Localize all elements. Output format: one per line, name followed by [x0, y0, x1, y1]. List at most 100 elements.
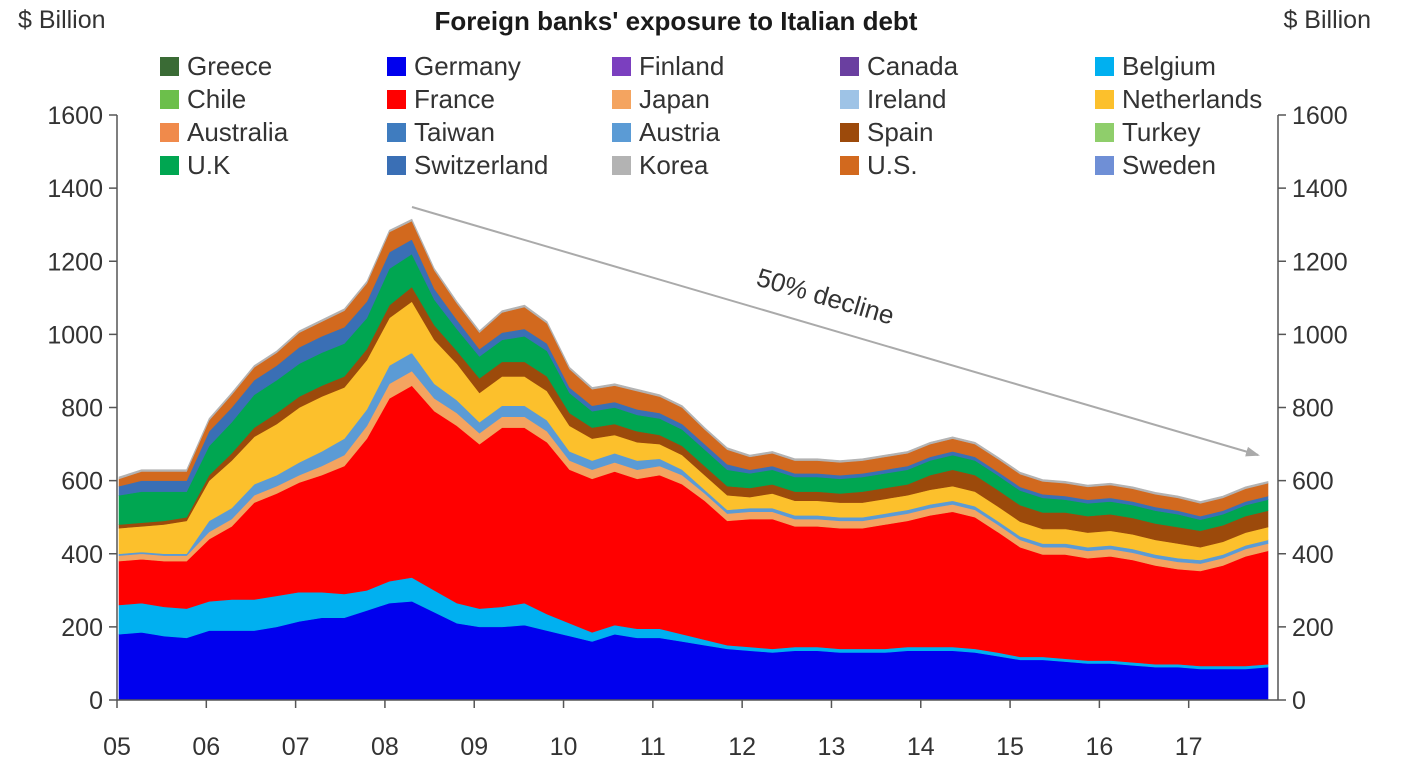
right-y-tick-label: 1400 [1292, 175, 1348, 203]
legend-item-austria: Austria [612, 116, 720, 149]
right-y-tick-label: 800 [1292, 395, 1334, 423]
legend-label: Greece [187, 51, 273, 81]
right-y-tick-label: 1600 [1292, 102, 1348, 130]
legend-label: Germany [414, 51, 521, 81]
legend-swatch [387, 57, 406, 76]
x-tick-label: 07 [282, 733, 310, 761]
area-series-group [118, 218, 1269, 701]
left-y-tick-label: 200 [61, 614, 103, 642]
legend-item-greece: Greece [160, 50, 272, 83]
legend-item-japan: Japan [612, 83, 710, 116]
legend-item-switzerland: Switzerland [387, 149, 548, 182]
legend-label: Turkey [1122, 117, 1201, 147]
right-axis-unit-label: $ Billion [1283, 6, 1371, 34]
legend-label: Japan [639, 84, 710, 114]
legend-label: Belgium [1122, 51, 1216, 81]
legend-item-canada: Canada [840, 50, 958, 83]
decline-annotation: 50% decline [753, 262, 897, 331]
axes-group: 0 0 200 200 400 400 600 600 800 800 1000 1000 1200 12… [47, 102, 1347, 761]
x-tick-label: 11 [640, 733, 666, 761]
x-tick-label: 13 [818, 733, 846, 761]
left-y-tick-label: 1200 [47, 248, 103, 276]
right-y-tick-label: 1000 [1292, 321, 1348, 349]
legend-item-turkey: Turkey [1095, 116, 1201, 149]
legend-swatch [840, 90, 859, 109]
legend-label: Switzerland [414, 150, 549, 180]
legend-swatch [612, 57, 631, 76]
legend-swatch [160, 90, 179, 109]
legend-label: Spain [867, 117, 934, 147]
right-y-tick-label: 0 [1292, 687, 1306, 715]
legend-swatch [387, 123, 406, 142]
legend-swatch [1095, 156, 1114, 175]
legend-label: Korea [639, 150, 709, 180]
legend-label: Canada [867, 51, 959, 81]
legend-item-taiwan: Taiwan [387, 116, 495, 149]
legend-swatch [612, 156, 631, 175]
legend-label: U.S. [867, 150, 918, 180]
left-y-tick-label: 0 [89, 687, 103, 715]
x-tick-label: 12 [728, 733, 756, 761]
left-axis-unit-label: $ Billion [18, 6, 106, 34]
legend-swatch [612, 90, 631, 109]
left-y-tick-label: 1600 [47, 102, 103, 130]
legend-item-u-s: U.S. [840, 149, 918, 182]
legend-item-netherlands: Netherlands [1095, 83, 1262, 116]
left-y-tick-label: 1400 [47, 175, 103, 203]
legend-item-spain: Spain [840, 116, 934, 149]
x-tick-label: 08 [371, 733, 399, 761]
legend-swatch [840, 57, 859, 76]
x-tick-label: 14 [907, 733, 935, 761]
left-y-tick-label: 800 [61, 395, 103, 423]
x-tick-label: 09 [460, 733, 488, 761]
legend: Greece Germany Finland Canada Belgium Chile Fr… [160, 50, 1290, 190]
right-y-tick-label: 600 [1292, 468, 1334, 496]
legend-item-u-k: U.K [160, 149, 230, 182]
legend-item-finland: Finland [612, 50, 724, 83]
legend-label: Finland [639, 51, 725, 81]
legend-item-ireland: Ireland [840, 83, 947, 116]
x-tick-label: 10 [550, 733, 578, 761]
legend-swatch [840, 156, 859, 175]
left-y-tick-label: 1000 [47, 321, 103, 349]
decline-arrow [411, 206, 1260, 457]
x-tick-label: 15 [996, 733, 1024, 761]
chart-title: Foreign banks' exposure to Italian debt [434, 6, 918, 36]
legend-label: France [414, 84, 495, 114]
legend-swatch [1095, 90, 1114, 109]
legend-swatch [387, 156, 406, 175]
right-y-tick-label: 400 [1292, 541, 1334, 569]
legend-label: Australia [187, 117, 289, 147]
area-series-korea [118, 218, 1269, 504]
legend-label: Chile [187, 84, 247, 114]
legend-label: Austria [639, 117, 720, 147]
legend-swatch [387, 90, 406, 109]
x-tick-label: 17 [1175, 733, 1203, 761]
legend-swatch [1095, 123, 1114, 142]
left-y-tick-label: 600 [61, 468, 103, 496]
legend-item-sweden: Sweden [1095, 149, 1216, 182]
left-y-tick-label: 400 [61, 541, 103, 569]
legend-item-germany: Germany [387, 50, 521, 83]
legend-label: U.K [187, 150, 231, 180]
legend-label: Taiwan [414, 117, 495, 147]
legend-swatch [840, 123, 859, 142]
legend-label: Netherlands [1122, 84, 1263, 114]
right-y-tick-label: 1200 [1292, 248, 1348, 276]
legend-swatch [160, 156, 179, 175]
legend-item-belgium: Belgium [1095, 50, 1216, 83]
legend-item-australia: Australia [160, 116, 288, 149]
x-tick-label: 05 [103, 733, 131, 761]
legend-label: Ireland [867, 84, 947, 114]
legend-swatch [612, 123, 631, 142]
right-y-tick-label: 200 [1292, 614, 1334, 642]
legend-item-korea: Korea [612, 149, 708, 182]
x-tick-label: 16 [1085, 733, 1113, 761]
legend-item-france: France [387, 83, 495, 116]
x-tick-label: 06 [192, 733, 220, 761]
legend-swatch [1095, 57, 1114, 76]
legend-label: Sweden [1122, 150, 1216, 180]
legend-item-chile: Chile [160, 83, 246, 116]
legend-swatch [160, 123, 179, 142]
